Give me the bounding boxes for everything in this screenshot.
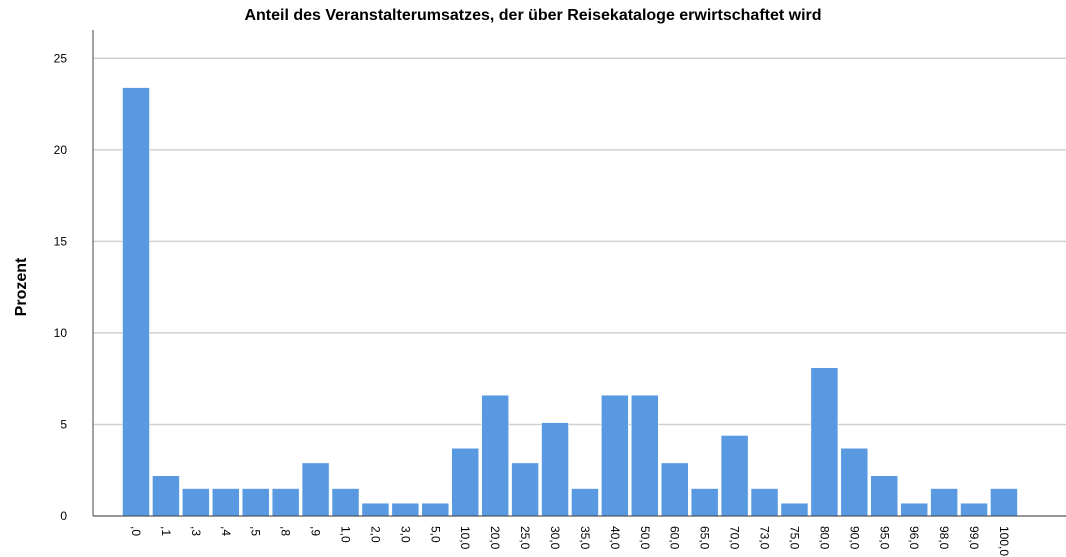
x-tick-label: 70,0 (728, 526, 742, 550)
bar (750, 488, 779, 517)
x-tick-label: ,9 (309, 526, 323, 536)
x-tick-label: ,1 (159, 526, 173, 536)
y-tick-label: 10 (54, 326, 68, 340)
bar (481, 394, 509, 517)
chart-title: Anteil des Veranstalterumsatzes, der übe… (244, 7, 821, 24)
x-tick-label: 50,0 (638, 526, 652, 550)
bar (780, 502, 809, 517)
x-tick-label: 35,0 (578, 526, 592, 550)
x-tick-label: ,5 (249, 526, 263, 536)
y-tick-label: 0 (60, 509, 67, 523)
x-tick-label: 25,0 (518, 526, 532, 550)
bar (241, 488, 270, 517)
bar (660, 462, 689, 517)
bar (930, 488, 958, 517)
x-tick-label: 60,0 (668, 526, 682, 550)
x-tick-label: ,8 (279, 526, 293, 536)
bar (361, 502, 390, 517)
x-tick-label: 95,0 (877, 526, 891, 550)
bar (601, 394, 629, 517)
x-tick-label: 40,0 (608, 526, 622, 550)
bar (870, 475, 898, 517)
x-tick-label: 99,0 (967, 526, 981, 550)
bar (631, 394, 659, 517)
x-tick-label: ,3 (189, 526, 203, 536)
bar (451, 448, 479, 517)
y-tick-label: 15 (54, 234, 68, 248)
x-tick-label: ,4 (219, 526, 233, 536)
x-tick-label: 30,0 (548, 526, 562, 550)
bar (421, 502, 450, 517)
x-tick-label: 75,0 (787, 526, 801, 550)
x-tick-label: 80,0 (817, 526, 831, 550)
bar (122, 87, 150, 517)
bar (810, 367, 839, 517)
bar (271, 488, 300, 517)
bar (331, 488, 360, 517)
x-tick-label: 3,0 (398, 526, 412, 543)
x-tick-label: 96,0 (907, 526, 921, 550)
y-tick-label: 5 (60, 417, 67, 431)
bar (182, 488, 210, 517)
x-tick-label: 5,0 (428, 526, 442, 543)
x-tick-label: 1,0 (339, 526, 353, 543)
x-tick-label: 2,0 (368, 526, 382, 543)
x-tick-label: 100,0 (997, 526, 1011, 556)
bar (690, 488, 719, 517)
bar (900, 502, 928, 517)
bar (720, 435, 749, 517)
x-tick-label: 90,0 (847, 526, 861, 550)
x-tick-label: 10,0 (458, 526, 472, 550)
bar (511, 462, 539, 517)
bar (212, 488, 240, 517)
x-tick-label: 73,0 (758, 526, 772, 550)
y-tick-label: 20 (54, 143, 68, 157)
x-tick-label: 98,0 (937, 526, 951, 550)
bar (840, 448, 869, 517)
bar (541, 422, 569, 517)
x-tick-label: ,0 (129, 526, 143, 536)
bar (990, 488, 1018, 517)
bar (960, 502, 988, 517)
bar (301, 462, 330, 517)
bar (152, 475, 180, 517)
y-tick-label: 25 (54, 51, 68, 65)
y-axis-label: Prozent (13, 257, 30, 316)
x-tick-label: 65,0 (698, 526, 712, 550)
bar (571, 488, 599, 517)
bar (391, 502, 420, 517)
x-tick-label: 20,0 (488, 526, 502, 550)
